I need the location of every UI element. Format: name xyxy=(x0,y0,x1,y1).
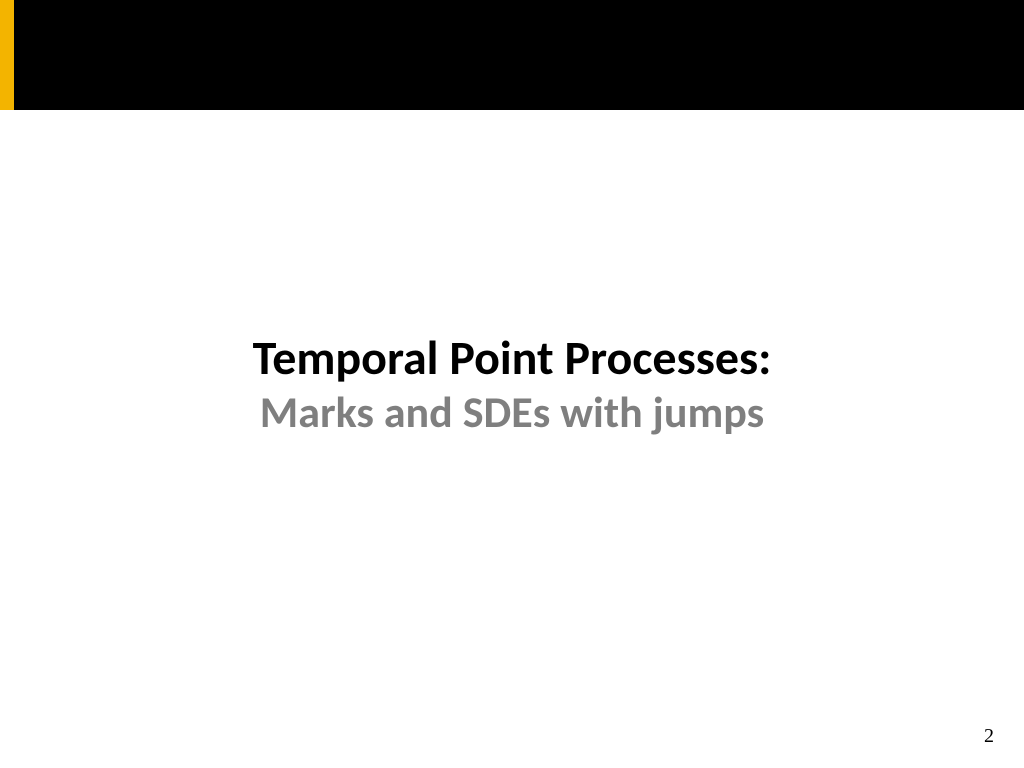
slide-title: Temporal Point Processes: xyxy=(253,330,772,385)
page-number: 2 xyxy=(984,725,994,748)
slide-subtitle: Marks and SDEs with jumps xyxy=(260,387,764,438)
slide-content: Temporal Point Processes: Marks and SDEs… xyxy=(0,0,1024,768)
